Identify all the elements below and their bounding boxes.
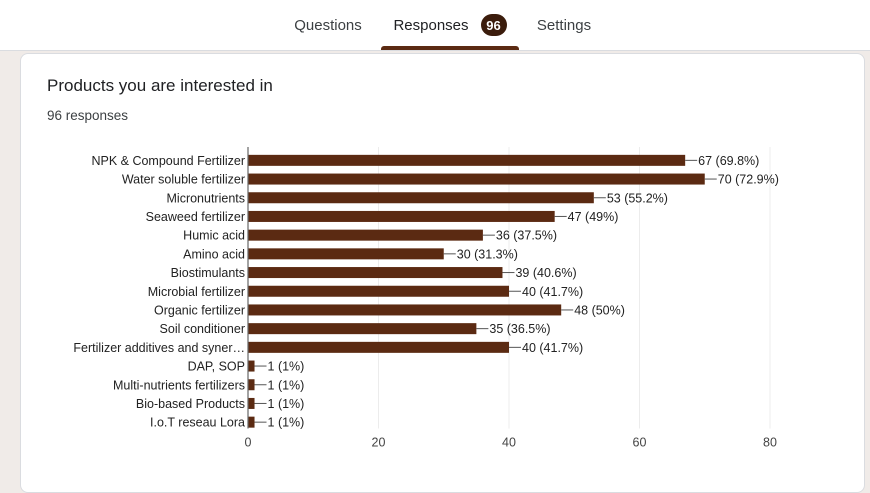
bar (248, 416, 255, 428)
category-label: Biostimulants (171, 266, 245, 280)
category-label: Microbial fertilizer (148, 285, 245, 299)
bar (248, 360, 255, 372)
bar (248, 379, 255, 391)
value-label: 36 (37.5%) (496, 229, 557, 243)
bar (248, 397, 255, 409)
category-label: Seaweed fertilizer (146, 210, 245, 224)
tab-questions[interactable]: Questions (282, 0, 374, 50)
bar (248, 323, 477, 335)
bar (248, 341, 509, 353)
question-title: Products you are interested in (47, 76, 273, 95)
tab-questions-label: Questions (294, 16, 362, 34)
category-label: Multi-nutrients fertilizers (113, 378, 245, 392)
tab-responses[interactable]: Responses 96 (381, 0, 519, 50)
category-label: DAP, SOP (188, 360, 245, 374)
bar (248, 304, 562, 316)
responses-count-badge: 96 (480, 14, 507, 36)
category-label: Organic fertilizer (154, 303, 245, 317)
category-label: Soil conditioner (160, 322, 245, 336)
response-count: 96 responses (47, 108, 129, 123)
value-label: 1 (1%) (268, 416, 305, 430)
category-label: Amino acid (183, 247, 245, 261)
bar (248, 192, 594, 204)
active-tab-indicator (381, 46, 519, 50)
category-label: NPK & Compound Fertilizer (91, 154, 245, 168)
value-label: 67 (69.8%) (698, 154, 759, 168)
bar (248, 267, 503, 279)
bar (248, 210, 555, 222)
x-tick-label: 60 (633, 436, 647, 450)
value-label: 48 (50%) (574, 303, 625, 317)
value-label: 1 (1%) (268, 378, 305, 392)
x-tick-label: 0 (245, 436, 252, 450)
category-label: Water soluble fertilizer (122, 173, 245, 187)
value-label: 35 (36.5%) (489, 322, 550, 336)
bar (248, 229, 483, 241)
category-label: Fertilizer additives and syner… (73, 341, 245, 355)
value-label: 1 (1%) (268, 360, 305, 374)
bar (248, 248, 444, 260)
bar (248, 173, 705, 185)
value-label: 1 (1%) (268, 397, 305, 411)
value-label: 53 (55.2%) (607, 191, 668, 205)
bar (248, 285, 509, 297)
question-summary-card: Products you are interested in 96 respon… (20, 53, 865, 493)
value-label: 30 (31.3%) (457, 247, 518, 261)
top-tab-bar: Questions Responses 96 Settings (0, 0, 870, 51)
value-label: 40 (41.7%) (522, 285, 583, 299)
category-label: I.o.T reseau Lora (150, 416, 245, 430)
tab-responses-label: Responses (393, 16, 469, 34)
x-tick-label: 20 (372, 436, 386, 450)
category-label: Micronutrients (167, 191, 246, 205)
bar (248, 154, 686, 166)
x-tick-label: 80 (763, 436, 777, 450)
value-label: 47 (49%) (568, 210, 619, 224)
value-label: 40 (41.7%) (522, 341, 583, 355)
value-label: 39 (40.6%) (515, 266, 576, 280)
tab-settings-label: Settings (536, 16, 592, 34)
tab-settings[interactable]: Settings (526, 0, 602, 50)
category-label: Bio-based Products (136, 397, 245, 411)
value-label: 70 (72.9%) (718, 173, 779, 187)
x-tick-label: 40 (502, 436, 516, 450)
category-label: Humic acid (183, 229, 245, 243)
bar-chart: NPK & Compound Fertilizer 67 (69.8%) Water… (73, 147, 779, 450)
